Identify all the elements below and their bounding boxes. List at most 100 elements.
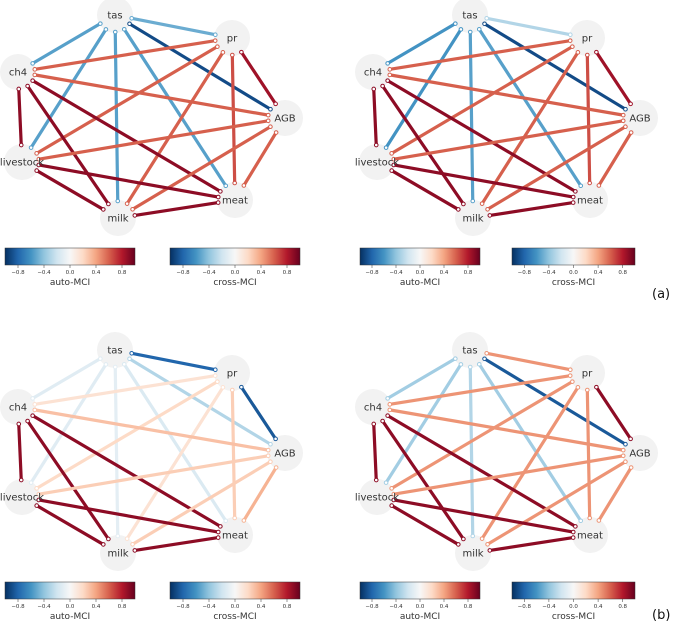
colorbar-tick-label: 0.4 [594,604,603,610]
edge-end-marker [232,515,237,521]
edge-agb-meat [597,465,633,523]
edge-ch4-meat [386,414,577,528]
edge-end-marker [265,447,271,453]
edge-end-marker [127,21,132,27]
edge-end-marker [383,145,389,150]
edge-end-marker [215,194,221,200]
colorbar-title: auto-MCI [400,278,440,288]
edge-tas-ch4 [386,22,457,65]
edge-end-marker [387,402,393,407]
edge-end-marker [101,207,106,212]
edge-end-marker [479,536,485,541]
edge-end-marker [484,15,489,21]
colorbar-title: auto-MCI [50,612,90,622]
edge-tas-livestock [29,27,108,150]
node-circle-pr [569,355,605,391]
edge-end-marker [387,407,393,413]
edge-milk-meat [488,535,575,553]
colorbar-gradient [4,581,136,600]
edge-end-marker [18,142,24,148]
edge-end-marker [132,213,138,218]
colorbar-gradient [359,247,481,266]
edge-tas-milk [468,365,475,538]
colorbar-tick-label: −0.4 [389,604,403,610]
edge-end-marker [385,396,390,401]
edge-end-marker [212,373,218,378]
edge-end-marker [241,518,247,523]
edge-end-marker [106,201,111,207]
node-label-ch4: ch4 [9,68,27,79]
edge-end-marker [127,356,132,362]
network-graph-3: tas pr ch4 AGB livestock meat milk [0,332,303,571]
edge-end-marker [268,106,273,112]
edge-end-marker [385,78,390,83]
edge-end-marker [112,364,118,370]
edge-end-marker [453,356,458,361]
node-circle-ch4 [355,54,391,90]
cross-mci-colorbar: −0.8 −0.4 0.0 0.4 0.8 cross-MCI [511,247,636,288]
edge-pr-livestock [390,380,574,490]
edge-end-marker [570,194,576,200]
edge-end-marker [461,201,466,207]
edge-end-marker [268,124,273,130]
edge-end-marker [241,183,247,188]
edge-livestock-meat [392,163,575,199]
edge-end-marker [456,207,461,212]
auto-mci-colorbar: −0.8 −0.4 0.0 0.4 0.8 auto-MCI [4,581,136,622]
panel-label-b: (b) [652,608,670,623]
colorbar-gradient [511,581,636,600]
edge-end-marker [98,356,103,361]
colorbar-tick-label: −0.8 [11,270,25,276]
edge-end-marker [218,524,223,529]
edge-end-marker [458,27,464,32]
node-label-milk: milk [107,549,128,560]
edge-end-marker [25,418,30,424]
node-circle-agb [622,435,658,471]
edge-end-marker [484,350,489,356]
edge-end-marker [30,78,35,83]
edge-end-marker [391,156,397,162]
node-label-meat: meat [222,196,248,207]
edge-agb-meat [242,130,278,188]
edge-end-marker [620,118,626,124]
colorbar-tick-label: 0.8 [618,604,627,610]
colorbar-tick-label: −0.4 [542,604,556,610]
edge-end-marker [273,130,279,135]
edge-end-marker [121,361,127,367]
colorbar-tick-label: −0.4 [37,604,51,610]
node-circle-milk [455,200,491,236]
edge-end-marker [587,515,592,521]
node-circle-meat [572,182,608,218]
colorbar-tick-label: 0.0 [416,270,425,276]
edge-end-marker [567,373,573,378]
node-label-milk: milk [107,214,128,225]
edge-end-marker [220,50,226,55]
edge-end-marker [628,436,633,442]
node-label-pr: pr [582,369,593,380]
colorbar-tick-label: 0.0 [231,270,240,276]
edge-end-marker [32,407,38,413]
edge-end-marker [103,362,109,367]
network-graph-1: tas pr ch4 AGB livestock meat milk [0,0,303,236]
colorbar-tick-label: 0.8 [464,604,473,610]
edge-end-marker [101,542,106,547]
edge-ch4-agb [33,408,270,452]
edge-livestock-milk [390,503,460,547]
edge-end-marker [215,44,220,49]
edge-livestock-meat [37,163,220,199]
edge-end-marker [389,503,394,508]
colorbar-tick-label: 0.8 [118,604,127,610]
edge-end-marker [570,379,575,384]
edge-end-marker [16,421,22,427]
edge-end-marker [129,15,134,21]
node-label-milk: milk [462,549,483,560]
edge-end-marker [596,518,602,523]
edge-pr-milk [480,50,580,206]
edge-end-marker [482,21,487,27]
edge-end-marker [132,548,138,553]
edge-pr-ch4 [388,374,572,406]
edge-tas-milk [468,30,475,203]
node-circle-livestock [4,144,40,180]
edge-end-marker [570,535,576,540]
colorbar-gradient [511,247,636,266]
